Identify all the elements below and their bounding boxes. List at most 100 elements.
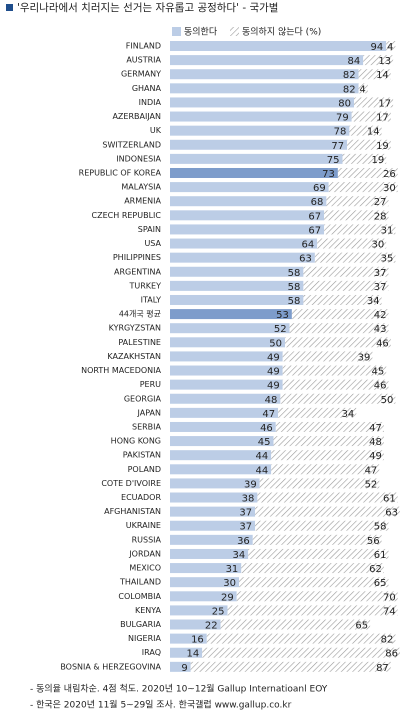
value-label: 47 [262, 409, 275, 420]
bar-agree [170, 97, 354, 108]
chart-title: '우리나라에서 치러지는 선거는 자유롭고 공정하다' - 국가별 [17, 1, 278, 14]
bar-disagree [202, 647, 400, 658]
value-label: 75 [327, 155, 340, 166]
category-label: IRAQ [142, 648, 161, 657]
bar-disagree [354, 97, 394, 108]
category-label: BOSNIA & HERZEGOVINA [60, 662, 161, 671]
bar-disagree [342, 153, 387, 164]
value-label: 9 [181, 663, 187, 674]
bar-disagree [349, 125, 382, 136]
value-label: 49 [267, 381, 280, 392]
category-label: POLAND [128, 465, 161, 474]
bar-disagree [386, 41, 396, 51]
category-label: REPUBLIC OF KOREA [79, 168, 162, 177]
category-label: SPAIN [138, 225, 161, 234]
category-label: COTE D'IVOIRE [101, 479, 161, 488]
title-marker [6, 4, 13, 11]
bar-agree [170, 633, 207, 644]
bar-disagree [324, 224, 396, 235]
value-label: 86 [385, 649, 398, 660]
bar-agree [170, 252, 315, 263]
bar-agree [170, 506, 256, 517]
bar-disagree [282, 379, 389, 390]
value-label: 47 [365, 465, 378, 476]
value-label: 94 [370, 42, 383, 53]
bar-disagree [314, 252, 396, 263]
category-label: THAILAND [119, 578, 161, 587]
value-label: 19 [371, 155, 384, 166]
value-label: 74 [383, 606, 396, 617]
bar-agree [170, 619, 221, 630]
value-label: 39 [358, 352, 371, 363]
bar-agree [170, 210, 325, 221]
category-label: TURKEY [129, 281, 162, 290]
bar-agree [170, 393, 281, 404]
bar-disagree [190, 661, 391, 672]
category-label: UKRAINE [126, 521, 161, 530]
bar-agree [170, 167, 338, 178]
value-label: 56 [367, 536, 380, 547]
bar-agree [170, 69, 359, 80]
value-label: 48 [369, 437, 382, 448]
value-label: 46 [260, 423, 273, 434]
value-label: 73 [322, 169, 335, 180]
legend-swatch [230, 27, 239, 36]
category-label: ECUADOR [121, 493, 161, 502]
bar-agree [170, 182, 329, 193]
bar-disagree [280, 393, 396, 404]
value-label: 17 [378, 98, 391, 109]
value-label: 31 [381, 225, 394, 236]
bar-agree [170, 548, 249, 559]
value-label: 39 [244, 479, 257, 490]
bar-disagree [326, 196, 389, 207]
value-label: 44 [255, 465, 268, 476]
value-label: 37 [374, 268, 387, 279]
legend-label: 동의하지 않는다 (%) [242, 27, 321, 38]
value-label: 31 [226, 564, 239, 575]
value-label: 84 [347, 56, 360, 67]
value-label: 58 [288, 296, 301, 307]
value-label: 30 [371, 240, 384, 251]
value-label: 50 [381, 395, 394, 406]
bar-agree [170, 196, 327, 207]
value-label: 82 [343, 70, 356, 81]
category-label: INDONESIA [116, 154, 161, 163]
bar-disagree [271, 464, 380, 475]
value-label: 63 [299, 254, 312, 265]
bar-disagree [291, 309, 389, 320]
value-label: 42 [374, 310, 387, 321]
category-label: FINLAND [126, 42, 161, 51]
category-label: ARGENTINA [114, 267, 162, 276]
value-label: 68 [311, 197, 324, 208]
bar-agree [170, 520, 256, 531]
footnote: - 한국은 2020년 11월 5~29일 조사. 한국갤럽 www.gallu… [30, 699, 292, 711]
value-label: 36 [237, 536, 250, 547]
value-label: 64 [301, 240, 314, 251]
bar-disagree [324, 210, 389, 221]
value-label: 67 [308, 225, 321, 236]
bar-disagree [358, 83, 368, 94]
bar-disagree [239, 577, 389, 588]
bar-disagree [257, 492, 398, 503]
category-label: KENYA [135, 606, 162, 615]
value-label: 61 [383, 494, 396, 505]
value-label: 82 [343, 84, 356, 95]
bar-agree [170, 337, 285, 348]
bar-agree [170, 605, 228, 616]
bar-disagree [289, 323, 389, 334]
bar-disagree [236, 591, 398, 602]
category-label: CZECH REPUBLIC [92, 211, 162, 220]
bar-agree [170, 111, 352, 122]
bar-agree [170, 478, 260, 489]
value-label: 14 [186, 649, 199, 660]
bar-agree [170, 436, 274, 447]
value-label: 67 [308, 211, 321, 222]
bar-disagree [278, 407, 357, 418]
bar-agree [170, 464, 272, 475]
bar-agree [170, 351, 283, 362]
value-label: 43 [374, 324, 387, 335]
value-label: 4 [387, 42, 393, 53]
bar-agree [170, 125, 350, 136]
bar-agree [170, 407, 279, 418]
value-label: 58 [288, 268, 301, 279]
